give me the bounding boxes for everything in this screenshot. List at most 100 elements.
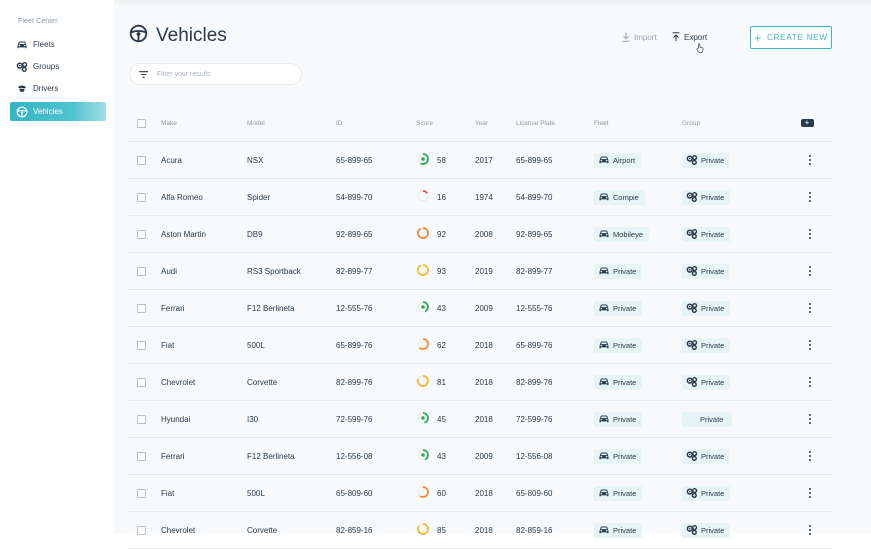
row-checkbox[interactable]	[137, 525, 146, 535]
groups-icon	[686, 340, 698, 350]
fleet-tag[interactable]: Private	[594, 522, 643, 538]
group-tag[interactable]: Private	[682, 448, 731, 464]
fleet-tag[interactable]: Mobileye	[594, 226, 650, 242]
fleet-tag[interactable]: Private	[594, 374, 643, 390]
car-icon	[598, 414, 610, 424]
create-new-button[interactable]: + CREATE NEW	[750, 26, 832, 49]
add-column-button[interactable]: +	[800, 119, 814, 127]
row-checkbox[interactable]	[137, 488, 146, 498]
filter-search[interactable]	[129, 63, 302, 85]
table-row[interactable]: Audi RS3 Sportback 82-899-77 93 2019 82-899-7…	[128, 253, 832, 290]
group-tag[interactable]: Private	[682, 189, 731, 205]
cell-model: 500L	[247, 488, 265, 498]
import-button[interactable]: Import	[622, 32, 657, 42]
row-menu-icon[interactable]	[809, 525, 811, 536]
group-tag[interactable]: Private	[682, 374, 731, 390]
cell-model: 500L	[247, 340, 265, 350]
score-gauge-icon	[416, 374, 430, 390]
car-icon	[598, 377, 610, 387]
row-checkbox[interactable]	[137, 229, 146, 239]
row-menu-icon[interactable]	[809, 266, 811, 277]
cell-score: 92	[416, 216, 446, 252]
group-tag[interactable]: Private	[682, 485, 731, 501]
cell-score: 43	[416, 290, 446, 326]
cell-license-plate: 54-899-70	[516, 192, 553, 202]
fleet-tag[interactable]: Compie	[594, 189, 645, 205]
fleet-tag[interactable]: Private	[594, 485, 643, 501]
score-value: 43	[437, 451, 446, 461]
cell-score: 85	[416, 512, 446, 548]
table-row[interactable]: Chevrolet Corvette 82-859-16 85 2018 82-859-1…	[128, 512, 832, 549]
cell-score: 16	[416, 179, 446, 215]
table-row[interactable]: Chevrolet Corvette 82-899-76 81 2018 82-899-7…	[128, 364, 832, 401]
cell-make: Audi	[161, 266, 178, 276]
table-row[interactable]: Acura NSX 65-899-65 58 2017 65-899-65 Airport P…	[128, 142, 832, 179]
row-menu-icon[interactable]	[809, 192, 811, 203]
table-row[interactable]: Fiat 500L 65-899-76 62 2018 65-899-76 Private P…	[128, 327, 832, 364]
group-tag[interactable]: Private	[682, 522, 731, 538]
fleet-tag[interactable]: Private	[594, 337, 643, 353]
select-all-checkbox[interactable]	[137, 118, 146, 128]
column-header-id[interactable]: ID	[336, 119, 343, 127]
export-button[interactable]: Export	[672, 32, 707, 42]
cell-model: Corvette	[247, 377, 278, 387]
row-menu-icon[interactable]	[809, 488, 811, 499]
row-checkbox[interactable]	[137, 340, 146, 350]
group-tag[interactable]: Private	[682, 411, 733, 427]
sidebar-item-drivers[interactable]: Drivers	[10, 79, 106, 98]
column-header-license-plate[interactable]: License Plate	[516, 119, 556, 127]
cell-license-plate: 65-899-65	[516, 155, 553, 165]
cell-year: 2019	[475, 266, 493, 276]
row-checkbox[interactable]	[137, 266, 146, 276]
sidebar-item-fleets[interactable]: Fleets	[10, 35, 106, 54]
row-menu-icon[interactable]	[809, 155, 811, 166]
group-tag[interactable]: Private	[682, 337, 731, 353]
cell-model: F12 Berlineta	[247, 451, 295, 461]
group-tag[interactable]: Private	[682, 263, 731, 279]
cell-year: 2018	[475, 525, 493, 535]
row-menu-icon[interactable]	[809, 229, 811, 240]
row-checkbox[interactable]	[137, 377, 146, 387]
table-row[interactable]: Hyundai I30 72-599-76 45 2018 72-599-76 Privat…	[128, 401, 832, 438]
cell-score: 45	[416, 401, 446, 437]
sidebar-item-groups[interactable]: Groups	[10, 57, 106, 76]
row-menu-icon[interactable]	[809, 414, 811, 425]
table-row[interactable]: Aston Martin DB9 92-899-65 92 2008 92-899-65 M…	[128, 216, 832, 253]
column-header-model[interactable]: Model	[247, 119, 265, 127]
fleet-tag[interactable]: Airport	[594, 152, 642, 168]
row-menu-icon[interactable]	[809, 377, 811, 388]
table-row[interactable]: Ferrari F12 Berlineta 12-555-76 43 2009 12-55…	[128, 290, 832, 327]
group-tag[interactable]: Private	[682, 226, 731, 242]
row-checkbox[interactable]	[137, 451, 146, 461]
cell-id: 92-899-65	[336, 229, 373, 239]
fleet-tag[interactable]: Private	[594, 448, 643, 464]
score-gauge-icon	[416, 522, 430, 538]
cell-license-plate: 82-859-16	[516, 525, 553, 535]
table-row[interactable]: Fiat 500L 65-809-60 60 2018 65-809-60 Private P…	[128, 475, 832, 512]
cell-year: 2009	[475, 451, 493, 461]
column-header-group[interactable]: Group	[682, 119, 701, 127]
row-checkbox[interactable]	[137, 303, 146, 313]
column-header-fleet[interactable]: Fleet	[594, 119, 609, 127]
fleet-tag[interactable]: Private	[594, 300, 643, 316]
fleet-tag[interactable]: Private	[594, 263, 643, 279]
row-menu-icon[interactable]	[809, 451, 811, 462]
sidebar-item-vehicles[interactable]: Vehicles	[10, 102, 106, 121]
column-header-score[interactable]: Score	[416, 119, 433, 127]
row-checkbox[interactable]	[137, 192, 146, 202]
table-row[interactable]: Ferrari F12 Berlineta 12-556-08 43 2009 12-55…	[128, 438, 832, 475]
filter-input[interactable]	[155, 69, 289, 79]
score-value: 85	[437, 525, 446, 535]
column-header-make[interactable]: Make	[161, 119, 177, 127]
row-menu-icon[interactable]	[809, 303, 811, 314]
cell-id: 65-899-76	[336, 340, 373, 350]
group-tag[interactable]: Private	[682, 152, 731, 168]
group-tag[interactable]: Private	[682, 300, 731, 316]
column-header-year[interactable]: Year	[475, 119, 489, 127]
cell-license-plate: 65-809-60	[516, 488, 553, 498]
row-checkbox[interactable]	[137, 155, 146, 165]
row-menu-icon[interactable]	[809, 340, 811, 351]
table-row[interactable]: Alfa Romeo Spider 54-899-70 16 1974 54-899-70…	[128, 179, 832, 216]
fleet-tag[interactable]: Private	[594, 411, 643, 427]
row-checkbox[interactable]	[137, 414, 146, 424]
